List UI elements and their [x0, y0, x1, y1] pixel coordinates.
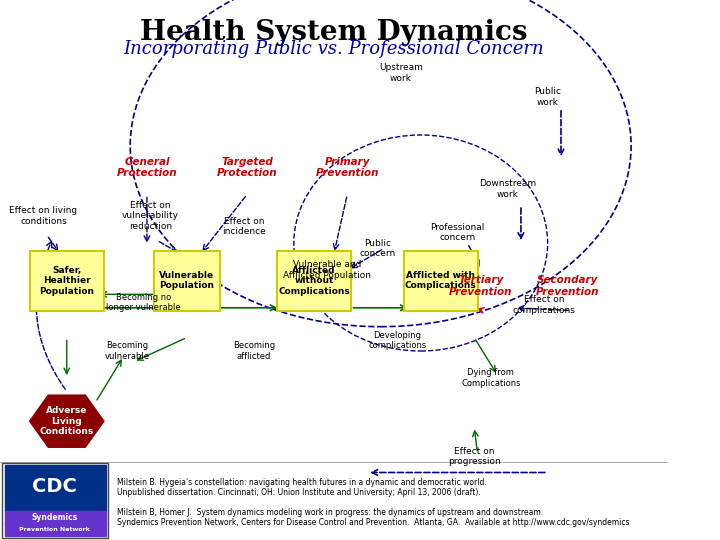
Text: Vulnerable
Population: Vulnerable Population: [159, 271, 215, 291]
Text: Milstein B, Homer J.  System dynamics modeling work in progress: the dynamics of: Milstein B, Homer J. System dynamics mod…: [117, 508, 629, 527]
FancyBboxPatch shape: [404, 251, 477, 310]
Text: Vulnerable and
Afflicted Population: Vulnerable and Afflicted Population: [283, 260, 372, 280]
Text: CDC: CDC: [32, 476, 77, 496]
Text: Incorporating Public vs. Professional Concern: Incorporating Public vs. Professional Co…: [124, 40, 544, 58]
FancyBboxPatch shape: [4, 523, 106, 536]
Text: Becoming no
longer vulnerable: Becoming no longer vulnerable: [107, 293, 181, 312]
Text: Effect on
progression: Effect on progression: [448, 447, 500, 466]
Text: Becoming
vulnerable: Becoming vulnerable: [104, 341, 149, 361]
Text: Downstream
work: Downstream work: [479, 179, 536, 199]
FancyBboxPatch shape: [4, 465, 106, 511]
Text: Prevention Network: Prevention Network: [19, 526, 90, 532]
FancyBboxPatch shape: [277, 251, 351, 310]
Text: Targeted
Protection: Targeted Protection: [217, 157, 277, 178]
Text: Developing
complications: Developing complications: [368, 330, 426, 350]
FancyBboxPatch shape: [2, 463, 108, 538]
Text: Effect on living
conditions: Effect on living conditions: [9, 206, 78, 226]
Text: Secondary
Prevention: Secondary Prevention: [536, 275, 600, 297]
Text: Syndemics: Syndemics: [32, 513, 78, 522]
Text: Professional
concern: Professional concern: [431, 222, 485, 242]
Text: Tertiary
Prevention: Tertiary Prevention: [449, 275, 513, 297]
Text: Public
work: Public work: [534, 87, 561, 107]
FancyBboxPatch shape: [30, 251, 104, 310]
Text: General
Protection: General Protection: [117, 157, 177, 178]
Text: Adverse
Living
Conditions: Adverse Living Conditions: [40, 406, 94, 436]
Text: Becoming
afflicted: Becoming afflicted: [233, 341, 275, 361]
Text: Safer,
Healthier
Population: Safer, Healthier Population: [40, 266, 94, 296]
FancyBboxPatch shape: [153, 251, 220, 310]
Text: Afflicted with
Complications: Afflicted with Complications: [405, 271, 477, 291]
Text: Primary
Prevention: Primary Prevention: [315, 157, 379, 178]
Text: Effect on
complications: Effect on complications: [513, 295, 576, 315]
Text: Health System Dynamics: Health System Dynamics: [140, 19, 528, 46]
Text: Milstein B. Hygeia's constellation: navigating health futures in a dynamic and d: Milstein B. Hygeia's constellation: navi…: [117, 478, 487, 497]
Text: Effect on
vulnerability
reduction: Effect on vulnerability reduction: [122, 201, 179, 231]
Text: Afflicted
without
Complications: Afflicted without Complications: [278, 266, 350, 296]
Text: Upstream
work: Upstream work: [379, 63, 423, 83]
Text: Effect on
incidence: Effect on incidence: [222, 217, 266, 237]
Text: Public
concern: Public concern: [359, 239, 395, 258]
FancyBboxPatch shape: [4, 511, 106, 524]
Text: Dying from
Complications: Dying from Complications: [461, 368, 521, 388]
